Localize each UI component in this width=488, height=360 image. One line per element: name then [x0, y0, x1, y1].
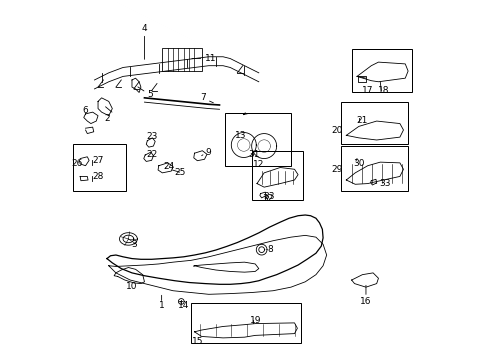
- Text: 25: 25: [174, 168, 185, 177]
- Bar: [224, 113, 290, 166]
- Text: 31: 31: [248, 150, 260, 159]
- Bar: [162, 48, 201, 71]
- Text: 30: 30: [353, 159, 365, 168]
- Text: 4: 4: [142, 24, 147, 33]
- Bar: [340, 147, 407, 192]
- Text: 2: 2: [104, 114, 110, 123]
- Text: 22: 22: [146, 150, 157, 159]
- Text: 14: 14: [178, 301, 189, 310]
- Text: 12: 12: [253, 160, 264, 169]
- Bar: [340, 102, 407, 144]
- Text: 13: 13: [235, 131, 246, 140]
- Text: 21: 21: [356, 116, 367, 125]
- Text: 7: 7: [200, 93, 206, 102]
- Text: 27: 27: [92, 156, 103, 165]
- Text: 1: 1: [159, 301, 164, 310]
- Text: 6: 6: [82, 106, 88, 115]
- Bar: [351, 49, 411, 93]
- Bar: [190, 302, 300, 343]
- Text: 20: 20: [331, 126, 343, 135]
- Text: 28: 28: [92, 172, 103, 181]
- Text: 3: 3: [131, 240, 136, 249]
- Text: 33: 33: [378, 179, 390, 188]
- Bar: [251, 151, 303, 201]
- Text: 11: 11: [204, 54, 216, 63]
- Text: 24: 24: [163, 162, 175, 171]
- Text: 26: 26: [71, 159, 83, 168]
- Text: 5: 5: [147, 90, 152, 99]
- Text: 33: 33: [263, 192, 275, 201]
- Text: 17: 17: [361, 86, 373, 95]
- Text: 10: 10: [126, 282, 138, 291]
- Text: 16: 16: [360, 297, 371, 306]
- Text: 23: 23: [145, 132, 157, 141]
- Bar: [73, 144, 125, 192]
- Text: 15: 15: [191, 337, 203, 346]
- Text: 18: 18: [377, 86, 389, 95]
- Text: 19: 19: [249, 315, 261, 324]
- Text: 29: 29: [330, 165, 342, 174]
- Text: 9: 9: [205, 148, 210, 157]
- Text: 8: 8: [267, 245, 273, 254]
- Text: 32: 32: [262, 194, 273, 203]
